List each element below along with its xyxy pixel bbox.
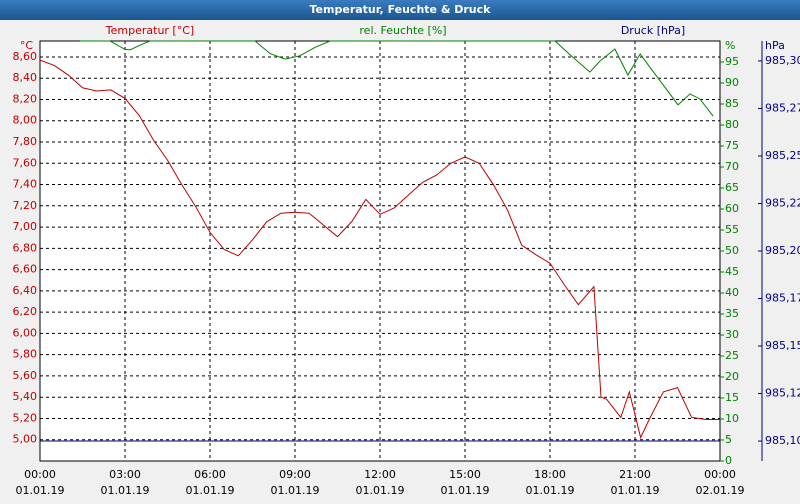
y2-tick-label: 55 [725, 223, 739, 236]
y2-tick-label: 10 [725, 412, 739, 425]
y-tick-label: 7,80 [13, 135, 38, 148]
y-tick-label: 8,20 [13, 92, 38, 105]
y3-tick-label: 985,12 [765, 387, 800, 400]
y3-tick-label: 985,15 [765, 339, 800, 352]
series-header: Druck [hPa] [621, 24, 685, 37]
x-tick-label: 09:00 [279, 468, 311, 481]
y2-tick-label: 20 [725, 370, 739, 383]
x-tick-label: 12:00 [364, 468, 396, 481]
y-tick-label: 6,60 [13, 263, 38, 276]
y2-tick-label: 70 [725, 160, 739, 173]
y-tick-label: 6,80 [13, 241, 38, 254]
x-tick-date: 01.01.19 [16, 484, 65, 497]
y2-tick-label: 40 [725, 286, 739, 299]
y-tick-label: 5,60 [13, 369, 38, 382]
x-tick-date: 01.01.19 [356, 484, 405, 497]
x-tick-date: 02.01.19 [696, 484, 745, 497]
y-tick-label: 7,00 [13, 220, 38, 233]
x-tick-label: 00:00 [24, 468, 56, 481]
y-tick-label: 7,40 [13, 178, 38, 191]
y-tick-label: 8,00 [13, 114, 38, 127]
x-tick-date: 01.01.19 [611, 484, 660, 497]
title-bar [0, 0, 800, 20]
y-tick-label: 7,60 [13, 156, 38, 169]
chart-title: Temperatur, Feuchte & Druck [310, 3, 492, 16]
y2-tick-label: 85 [725, 97, 739, 110]
y2-tick-label: 65 [725, 181, 739, 194]
y3-tick-label: 985,17 [765, 292, 800, 305]
x-tick-date: 01.01.19 [526, 484, 575, 497]
series-header: Temperatur [°C] [105, 24, 194, 37]
y-tick-label: 5,80 [13, 348, 38, 361]
y-tick-label: 6,20 [13, 305, 38, 318]
y3-tick-label: 985,20 [765, 244, 800, 257]
y3-tick-label: 985,27 [765, 101, 800, 114]
y-tick-label: 5,20 [13, 411, 38, 424]
y2-tick-label: 60 [725, 202, 739, 215]
series-line [39, 59, 720, 440]
y2-tick-label: 95 [725, 55, 739, 68]
y3-tick-label: 985,25 [765, 149, 800, 162]
x-tick-label: 00:00 [704, 468, 736, 481]
series-line [79, 40, 714, 117]
y2-tick-label: 0 [725, 454, 732, 467]
y3-unit: hPa [765, 39, 785, 52]
x-tick-label: 21:00 [619, 468, 651, 481]
y-tick-label: 5,40 [13, 390, 38, 403]
x-tick-label: 06:00 [194, 468, 226, 481]
x-tick-label: 15:00 [449, 468, 481, 481]
y3-tick-label: 985,22 [765, 196, 800, 209]
y3-tick-label: 985,30 [765, 54, 800, 67]
y2-tick-label: 35 [725, 307, 739, 320]
x-tick-label: 18:00 [534, 468, 566, 481]
y2-tick-label: 30 [725, 328, 739, 341]
x-tick-date: 01.01.19 [441, 484, 490, 497]
y2-tick-label: 50 [725, 244, 739, 257]
y-tick-label: 8,60 [13, 50, 38, 63]
series-header: rel. Feuchte [%] [359, 24, 446, 37]
y2-tick-label: 90 [725, 76, 739, 89]
y2-unit: % [725, 39, 735, 52]
y-tick-label: 8,40 [13, 71, 38, 84]
y-tick-label: 7,20 [13, 199, 38, 212]
y2-tick-label: 25 [725, 349, 739, 362]
y2-tick-label: 80 [725, 118, 739, 131]
y2-tick-label: 5 [725, 433, 732, 446]
y-tick-label: 6,40 [13, 284, 38, 297]
y-tick-label: 6,00 [13, 326, 38, 339]
x-tick-label: 03:00 [109, 468, 141, 481]
y-tick-label: 5,00 [13, 433, 38, 446]
y2-tick-label: 45 [725, 265, 739, 278]
x-tick-date: 01.01.19 [101, 484, 150, 497]
y-unit: °C [20, 39, 34, 52]
x-tick-date: 01.01.19 [186, 484, 235, 497]
x-tick-date: 01.01.19 [271, 484, 320, 497]
y2-tick-label: 15 [725, 391, 739, 404]
y2-tick-label: 75 [725, 139, 739, 152]
y3-tick-label: 985,10 [765, 434, 800, 447]
